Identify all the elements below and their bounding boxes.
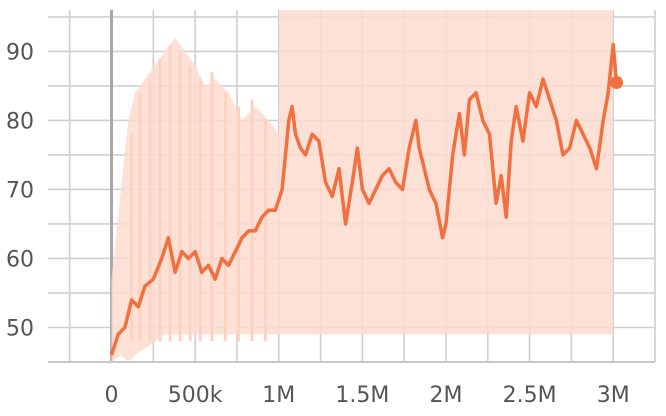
x-tick-label: 2.5M [503, 383, 557, 408]
tick-label-layer: 50 60 70 80 90 0 500k 1M 1.5M 2M 2.5M 3M [6, 40, 630, 408]
x-tick-label: 0 [105, 383, 119, 408]
y-tick-label: 70 [6, 178, 34, 203]
y-tick-label: 60 [6, 247, 34, 272]
series-end-marker [610, 75, 624, 89]
x-tick-label: 500k [168, 383, 223, 408]
smoothed-line-layer [109, 42, 624, 356]
x-tick-label: 1M [262, 383, 295, 408]
x-tick-label: 3M [597, 383, 630, 408]
y-tick-label: 80 [6, 109, 34, 134]
x-tick-label: 2M [429, 383, 462, 408]
y-tick-label: 90 [6, 40, 34, 65]
smoothed-series-line [109, 42, 619, 356]
x-tick-label: 1.5M [335, 383, 389, 408]
y-tick-label: 50 [6, 316, 34, 341]
